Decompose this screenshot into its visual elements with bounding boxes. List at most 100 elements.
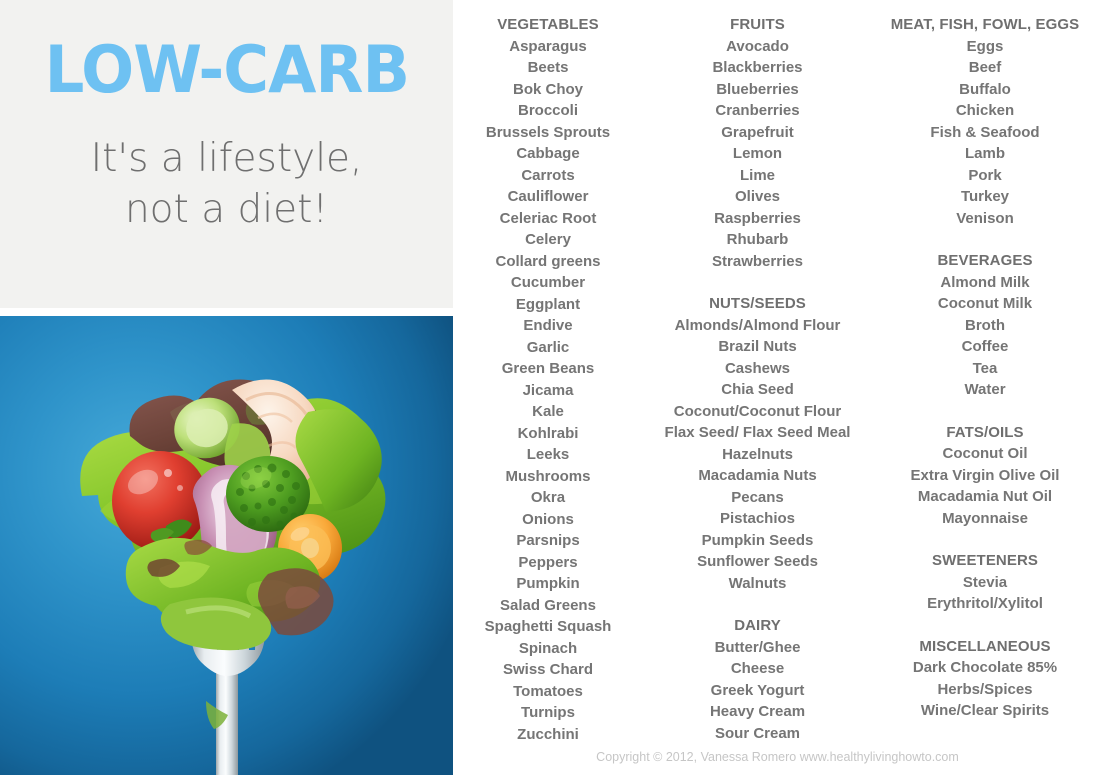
food-item: Olives (734, 188, 781, 205)
food-item: Celeriac Root (499, 209, 597, 227)
food-item: Grapefruit (721, 123, 794, 141)
food-item: Extra Virgin Olive Oil (910, 466, 1060, 484)
food-item: Leeks (526, 446, 570, 463)
title-card: LOW-CARB It's a lifestyle, not a diet! (0, 0, 453, 308)
food-item: Cauliflower (507, 188, 589, 205)
food-item: Strawberries (712, 252, 803, 270)
food-item: Spinach (518, 639, 578, 657)
lettuce-leaf-right (295, 409, 382, 512)
food-item: Collard greens (495, 252, 601, 270)
food-item: Sunflower Seeds (697, 553, 818, 570)
section-heading: FRUITS (730, 16, 785, 33)
food-item: Avocado (726, 37, 789, 55)
food-item: Cabbage (516, 145, 580, 162)
poster-title: LOW-CARB (44, 33, 409, 108)
food-item: Venison (956, 209, 1014, 227)
section-heading: VEGETABLES (497, 16, 599, 33)
section-heading: BEVERAGES (937, 252, 1033, 269)
food-item: Pistachios (719, 510, 796, 527)
food-item: Buffalo (959, 80, 1011, 98)
section-nuts-seeds: NUTS/SEEDS Almonds/Almond Flour Brazil N… (645, 293, 870, 594)
section-fruits: FRUITS Avocado Blackberries Blueberries … (645, 14, 870, 272)
food-item: Rhubarb (726, 231, 789, 248)
food-item: Broccoli (517, 102, 578, 119)
food-item: Salad Greens (500, 596, 596, 614)
food-item: Lemon (732, 145, 783, 162)
food-item: Parsnips (516, 532, 580, 549)
food-item: Bok Choy (512, 80, 583, 98)
food-item: Broth (965, 316, 1005, 334)
food-item: Lamb (964, 145, 1005, 162)
food-item: Cranberries (715, 102, 800, 119)
food-item: Pumpkin (516, 575, 580, 592)
food-item: Water (964, 381, 1006, 398)
food-item: Cucumber (510, 274, 586, 291)
food-item: Asparagus (509, 37, 587, 55)
section-fats-oils: FATS/OILS Coconut Oil Extra Virgin Olive… (870, 422, 1100, 530)
food-item: Almond Milk (940, 273, 1030, 291)
food-item: Green Beans (501, 360, 595, 377)
food-item: Chicken (955, 102, 1015, 119)
food-item: Coconut Milk (937, 295, 1033, 312)
food-item: Chia Seed (721, 381, 794, 398)
food-list-columns: VEGETABLES Asparagus Beets Bok Choy Broc… (455, 0, 1100, 775)
food-item: Tomatoes (513, 682, 583, 700)
food-item: Fish & Seafood (930, 123, 1040, 141)
food-item: Coffee (961, 338, 1009, 355)
food-item: Raspberries (714, 209, 801, 227)
food-item: Swiss Chard (502, 661, 594, 678)
food-item: Kale (532, 403, 564, 420)
section-miscellaneous: MISCELLANEOUS Dark Chocolate 85% Herbs/S… (870, 636, 1100, 722)
food-item: Okra (530, 489, 566, 506)
column-fruits-nuts-dairy: FRUITS Avocado Blackberries Blueberries … (645, 14, 870, 744)
poster-tagline: It's a lifestyle, not a diet! (91, 133, 363, 236)
food-item: Blueberries (716, 80, 799, 98)
food-item: Endive (523, 317, 573, 334)
food-item: Pecans (731, 488, 784, 506)
food-item: Peppers (518, 553, 578, 571)
food-item: Coconut Oil (942, 445, 1028, 462)
salad-illustration (0, 316, 453, 775)
food-item: Mushrooms (505, 467, 591, 485)
food-item: Pumpkin Seeds (701, 531, 814, 549)
food-item: Carrots (521, 166, 575, 184)
section-meat-fish-fowl-eggs: MEAT, FISH, FOWL, EGGS Eggs Beef Buffalo… (870, 14, 1100, 229)
food-item: Pork (968, 166, 1002, 184)
food-item: Greek Yogurt (710, 681, 805, 699)
food-item: Jicama (522, 381, 574, 399)
food-item: Tea (972, 359, 998, 377)
food-item: Stevia (962, 573, 1008, 591)
food-item: Eggplant (515, 295, 581, 313)
column-vegetables: VEGETABLES Asparagus Beets Bok Choy Broc… (455, 14, 641, 745)
food-item: Kohlrabi (517, 424, 579, 442)
food-item: Beef (968, 59, 1002, 76)
food-item: Brazil Nuts (718, 338, 797, 355)
section-heading: SWEETENERS (931, 552, 1038, 569)
food-item: Heavy Cream (709, 703, 806, 720)
copyright-notice: Copyright © 2012, Vanessa Romero www.hea… (596, 750, 959, 764)
food-item: Celery (525, 231, 571, 248)
tagline-line-1: It's a lifestyle, (90, 136, 363, 181)
food-item: Beets (527, 59, 569, 76)
section-dairy: DAIRY Butter/Ghee Cheese Greek Yogurt He… (645, 615, 870, 744)
food-item: Herbs/Spices (937, 680, 1033, 698)
food-item: Lime (739, 166, 775, 184)
food-item: Turnips (521, 704, 575, 721)
food-item: Macadamia Nuts (698, 467, 817, 484)
food-item: Flax Seed/ Flax Seed Meal (664, 424, 851, 441)
section-heading: MEAT, FISH, FOWL, EGGS (890, 16, 1080, 33)
tagline-line-2: not a diet! (124, 187, 329, 233)
food-item: Dark Chocolate 85% (912, 659, 1058, 676)
section-beverages: BEVERAGES Almond Milk Coconut Milk Broth… (870, 250, 1100, 401)
section-heading: DAIRY (734, 617, 781, 634)
food-item: Spaghetti Squash (484, 618, 612, 635)
food-item: Eggs (966, 37, 1004, 55)
food-item: Cashews (724, 359, 791, 377)
food-item: Erythritol/Xylitol (927, 595, 1043, 612)
left-panel: LOW-CARB It's a lifestyle, not a diet! (0, 0, 453, 775)
food-item: Wine/Clear Spirits (920, 702, 1050, 719)
food-item: Macadamia Nut Oil (917, 488, 1053, 505)
food-item: Walnuts (728, 574, 787, 592)
food-item: Brussels Sprouts (485, 123, 611, 141)
